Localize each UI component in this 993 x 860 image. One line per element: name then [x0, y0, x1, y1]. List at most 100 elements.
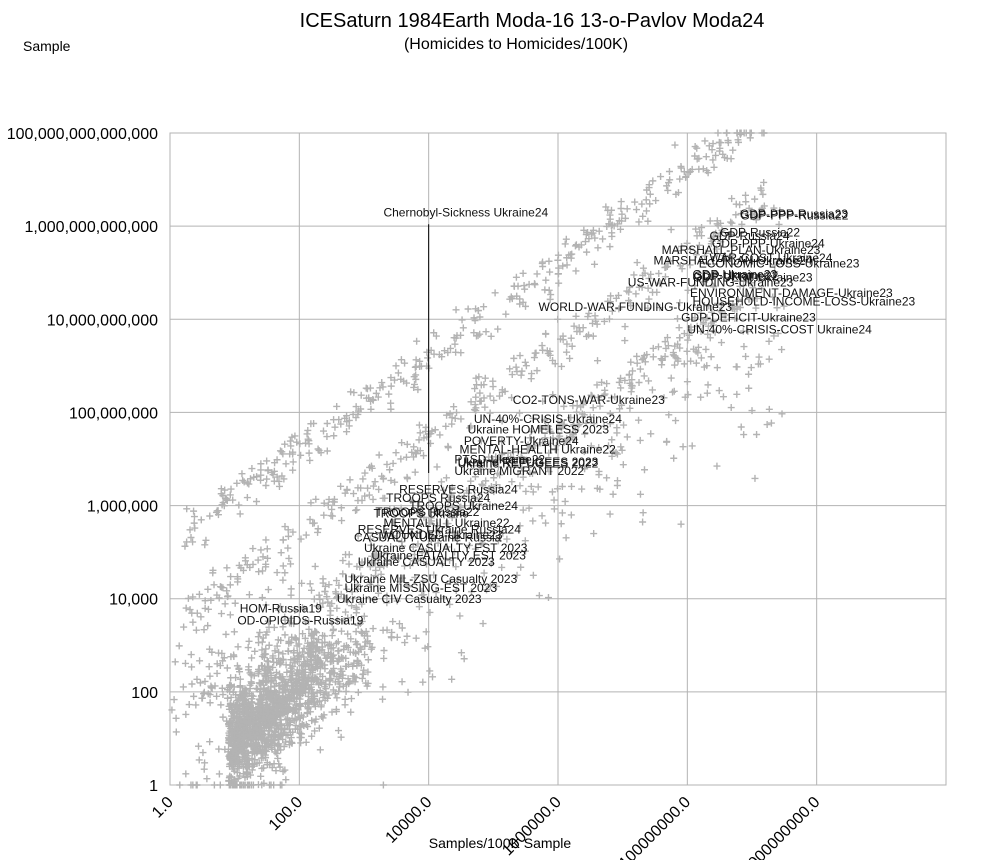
- y-tick-label: 1: [149, 778, 158, 795]
- scatter-point: [333, 594, 341, 602]
- scatter-point: [273, 642, 281, 650]
- scatter-point: [616, 405, 624, 413]
- scatter-point: [248, 654, 256, 662]
- scatter-point: [670, 352, 678, 360]
- scatter-point: [402, 453, 410, 461]
- scatter-point: [776, 207, 784, 215]
- scatter-point: [321, 588, 329, 596]
- scatter-point: [325, 581, 333, 589]
- scatter-point: [330, 416, 338, 424]
- scatter-point: [392, 362, 400, 370]
- scatter-point: [479, 482, 487, 490]
- scatter-point: [275, 742, 283, 750]
- scatter-point: [697, 327, 705, 335]
- scatter-point: [751, 195, 759, 203]
- scatter-point: [333, 694, 341, 702]
- scatter-point: [508, 371, 516, 379]
- scatter-point: [310, 519, 318, 527]
- scatter-point: [429, 673, 437, 681]
- scatter-point: [188, 680, 196, 688]
- scatter-point: [680, 330, 688, 338]
- scatter-point: [548, 488, 556, 496]
- scatter-point: [255, 568, 263, 576]
- scatter-point: [274, 754, 282, 762]
- scatter-point: [262, 631, 270, 639]
- scatter-point: [494, 325, 502, 333]
- scatter-point: [349, 672, 357, 680]
- scatter-point: [450, 403, 458, 411]
- scatter-point: [315, 647, 323, 655]
- scatter-point: [729, 146, 737, 154]
- scatter-point: [490, 396, 498, 404]
- scatter-point: [195, 742, 203, 750]
- scatter-point: [443, 543, 451, 551]
- scatter-point: [640, 372, 648, 380]
- scatter-point: [375, 485, 383, 493]
- scatter-point: [390, 554, 398, 562]
- scatter-point: [592, 317, 600, 325]
- scatter-point: [617, 443, 625, 451]
- scatter-point: [508, 394, 516, 402]
- scatter-point: [551, 446, 559, 454]
- scatter-point: [567, 511, 575, 519]
- point-label: Ukraine MIL-ZSU Casualty 2023: [345, 572, 518, 586]
- scatter-point: [647, 270, 655, 278]
- scatter-point: [460, 655, 468, 663]
- scatter-point: [234, 725, 242, 733]
- scatter-point: [483, 586, 491, 594]
- scatter-point: [562, 235, 570, 243]
- scatter-point: [544, 594, 552, 602]
- scatter-point: [273, 707, 281, 715]
- scatter-point: [236, 510, 244, 518]
- y-tick-label: 1,000,000: [87, 499, 158, 516]
- scatter-point: [264, 658, 272, 666]
- scatter-point: [609, 447, 617, 455]
- scatter-point: [268, 714, 276, 722]
- scatter-point: [476, 313, 484, 321]
- scatter-point: [708, 146, 716, 154]
- scatter-point: [238, 470, 246, 478]
- scatter-point: [623, 433, 631, 441]
- scatter-point: [346, 648, 354, 656]
- scatter-point: [226, 772, 234, 780]
- scatter-point: [380, 646, 388, 654]
- scatter-point: [734, 136, 742, 144]
- scatter-point: [563, 261, 571, 269]
- scatter-point: [320, 511, 328, 519]
- scatter-point: [465, 489, 473, 497]
- scatter-point: [296, 675, 304, 683]
- scatter-point: [344, 630, 352, 638]
- scatter-point: [376, 563, 384, 571]
- scatter-point: [606, 410, 614, 418]
- scatter-point: [359, 670, 367, 678]
- scatter-point: [348, 602, 356, 610]
- scatter-point: [361, 651, 369, 659]
- scatter-point: [516, 522, 524, 530]
- scatter-point: [233, 702, 241, 710]
- scatter-point: [734, 295, 742, 303]
- scatter-point: [437, 478, 445, 486]
- scatter-point: [279, 536, 287, 544]
- scatter-point: [286, 619, 294, 627]
- scatter-point: [687, 357, 695, 365]
- scatter-point: [251, 647, 259, 655]
- scatter-point: [587, 391, 595, 399]
- scatter-point: [535, 592, 543, 600]
- scatter-point: [604, 442, 612, 450]
- scatter-point: [292, 674, 300, 682]
- scatter-point: [286, 705, 294, 713]
- scatter-point: [389, 459, 397, 467]
- scatter-point: [472, 374, 480, 382]
- scatter-point: [749, 284, 757, 292]
- scatter-point: [260, 651, 268, 659]
- point-label: GDP-PPP-Ukraine24: [712, 236, 825, 250]
- scatter-point: [778, 346, 786, 354]
- scatter-point: [580, 411, 588, 419]
- scatter-point: [201, 604, 209, 612]
- scatter-point: [302, 531, 310, 539]
- scatter-point: [541, 286, 549, 294]
- point-label: ECONOMIC-LOSS-Ukraine23: [699, 256, 860, 270]
- scatter-point: [304, 639, 312, 647]
- point-label: GDP-Russia22: [720, 225, 800, 239]
- scatter-point: [305, 617, 313, 625]
